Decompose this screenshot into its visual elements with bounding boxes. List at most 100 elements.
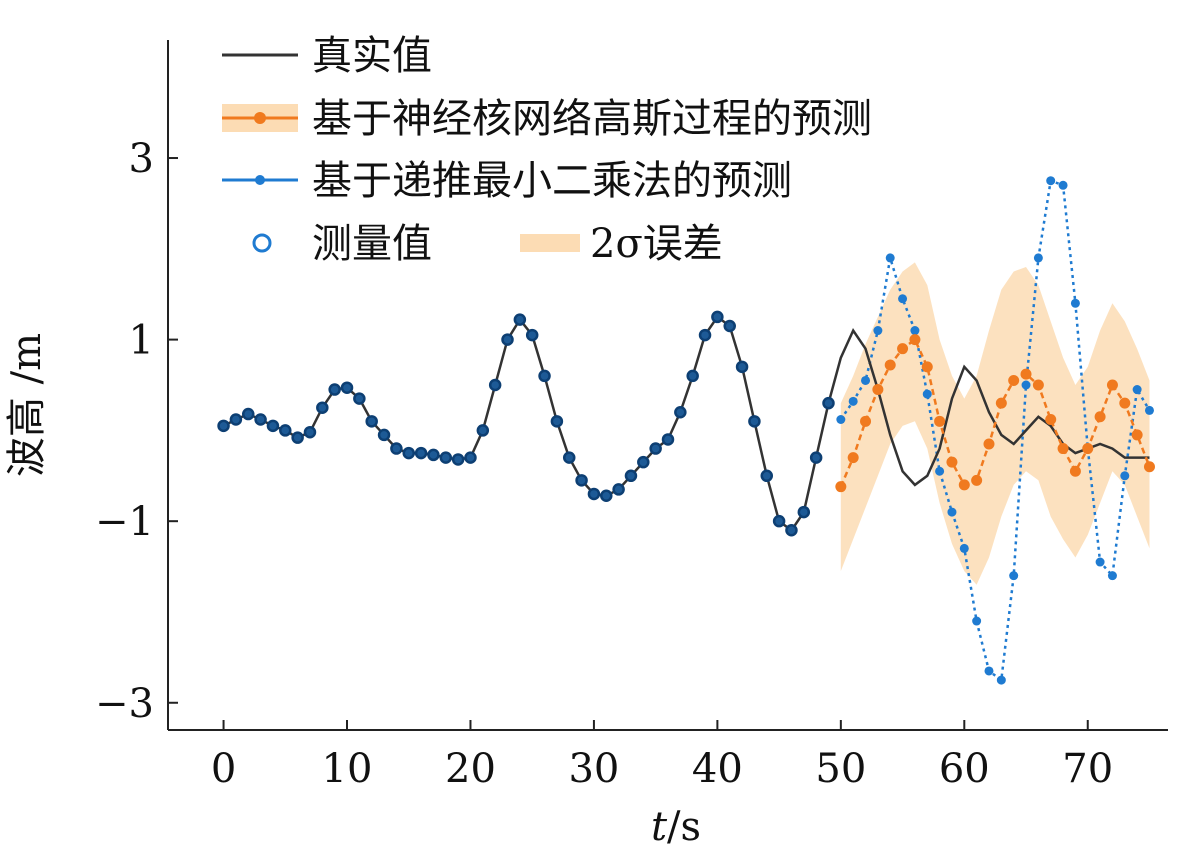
measured-value-point (525, 328, 539, 342)
measured-value-point (723, 319, 736, 333)
measured-value-point (427, 448, 440, 462)
nkgp-prediction-point (884, 359, 896, 371)
measured-value-point (587, 487, 601, 501)
measured-value-point (686, 369, 699, 383)
legend-measured-marker (252, 233, 272, 253)
nkgp-prediction-point (958, 479, 970, 491)
nkgp-prediction-point (983, 438, 995, 450)
legend-rls-marker (255, 175, 265, 185)
measured-value-point (612, 483, 625, 496)
rls-prediction-point (1021, 380, 1031, 390)
measured-value-point (649, 442, 662, 455)
x-tick-label: 60 (939, 746, 990, 792)
measured-value-point (624, 469, 638, 483)
measured-value-point (575, 474, 588, 487)
measured-value-point (464, 451, 477, 464)
measured-value-point (772, 514, 786, 528)
nkgp-prediction-point (1008, 374, 1020, 386)
legend-band-swatch (520, 234, 580, 252)
measured-value-point (266, 419, 280, 433)
nkgp-prediction-point (1032, 379, 1044, 391)
rls-prediction-point (898, 294, 908, 304)
nkgp-prediction-point (946, 456, 958, 468)
nkgp-prediction-point (847, 452, 859, 464)
rls-prediction-point (861, 375, 871, 385)
measured-value-point (241, 407, 255, 421)
measured-value-point (760, 469, 774, 483)
measured-value-point (328, 383, 341, 396)
nkgp-prediction-point (909, 334, 921, 346)
rls-prediction-point (947, 507, 957, 517)
rls-prediction-point (1095, 557, 1105, 567)
measured-value-point (353, 392, 366, 405)
measured-value-point (785, 524, 798, 537)
rls-prediction-point (1070, 298, 1080, 308)
measured-value-point (674, 405, 687, 419)
x-tick-label: 30 (568, 746, 619, 792)
measured-value-point (402, 446, 415, 460)
measured-value-point (822, 396, 835, 410)
rls-prediction-point (1046, 176, 1056, 186)
nkgp-prediction-point (835, 481, 847, 493)
measured-value-point (316, 401, 329, 414)
legend-true-label: 真实值 (312, 33, 432, 79)
measured-value-point (291, 431, 304, 444)
nkgp-prediction-point (1143, 461, 1155, 473)
x-axis-label: t/s (651, 804, 701, 850)
rls-prediction-point (1132, 385, 1142, 395)
measured-value-point (809, 451, 823, 464)
nkgp-prediction-point (872, 384, 884, 396)
rls-prediction-point (848, 396, 858, 406)
nkgp-prediction-point (971, 474, 983, 486)
y-tick-label: 1 (129, 318, 154, 364)
nkgp-prediction-point (1082, 443, 1094, 455)
legend-measured-label: 测量值 (312, 221, 432, 267)
measured-value-point (661, 433, 675, 446)
measured-value-point (797, 505, 811, 519)
measured-value-point (562, 451, 576, 464)
series-markers (217, 176, 1155, 685)
rls-prediction-point (922, 389, 932, 399)
measured-value-point (501, 333, 514, 346)
measured-value-point (600, 489, 613, 503)
measured-value-point (637, 455, 650, 469)
rls-prediction-point (1144, 405, 1154, 415)
measured-value-point (279, 424, 292, 437)
measured-value-point (711, 310, 724, 324)
measured-value-point (414, 446, 428, 460)
rls-prediction-point (910, 326, 920, 336)
measured-value-point (340, 381, 354, 394)
legend-nkgp-label: 基于神经核网络高斯过程的预测 (312, 96, 872, 142)
x-tick-label: 10 (322, 746, 373, 792)
rls-prediction-point (1009, 571, 1019, 581)
tick-marks: 0 10 20 30 40 50 60 70 3 1 −1 −3 (95, 136, 1113, 792)
measured-value-point (254, 413, 267, 426)
rls-prediction-point (984, 666, 994, 676)
nkgp-prediction-point (995, 397, 1007, 409)
measured-value-point (476, 424, 490, 437)
nkgp-prediction-point (1020, 368, 1032, 380)
x-axis-unit: /s (667, 804, 701, 850)
rls-prediction-point (1033, 253, 1043, 263)
measured-value-point (735, 360, 749, 374)
rls-prediction-point (1120, 471, 1130, 481)
legend-nkgp-marker (254, 112, 266, 124)
x-axis-variable: t (651, 804, 668, 850)
nkgp-prediction-point (860, 415, 872, 427)
rls-prediction-point (836, 415, 846, 424)
x-tick-label: 20 (445, 746, 496, 792)
legend-band-label: 2σ误差 (590, 221, 723, 267)
rls-prediction-point (996, 675, 1006, 685)
rls-prediction-point (885, 253, 895, 263)
nkgp-prediction-point (1069, 465, 1081, 477)
rls-prediction-line (839, 178, 1151, 683)
legend-rls-label: 基于递推最小二乘法的预测 (312, 158, 792, 204)
nkgp-prediction-point (1106, 379, 1118, 391)
y-axis-label: 波高 /m (4, 333, 50, 477)
measured-value-point (698, 328, 712, 342)
nkgp-prediction-point (921, 361, 933, 373)
nkgp-prediction-point (1045, 414, 1057, 425)
measured-value-point (451, 453, 465, 466)
